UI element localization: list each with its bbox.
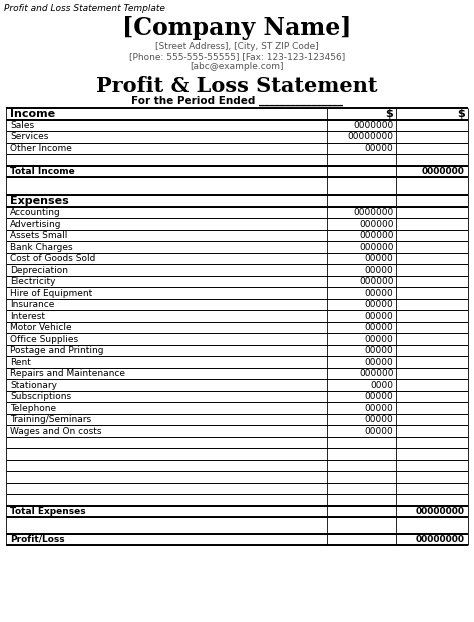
Text: 00000: 00000 (365, 392, 393, 401)
Text: 00000000: 00000000 (347, 132, 393, 141)
Text: Profit & Loss Statement: Profit & Loss Statement (96, 76, 378, 96)
Text: Postage and Printing: Postage and Printing (10, 346, 103, 355)
Text: Cost of Goods Sold: Cost of Goods Sold (10, 254, 95, 263)
Text: Training/Seminars: Training/Seminars (10, 415, 91, 424)
Text: Advertising: Advertising (10, 220, 62, 229)
Text: $: $ (386, 109, 393, 119)
Text: $: $ (457, 109, 465, 119)
Text: Rent: Rent (10, 358, 31, 366)
Text: Telephone: Telephone (10, 404, 56, 412)
Text: 00000: 00000 (365, 144, 393, 153)
Text: Accounting: Accounting (10, 208, 61, 217)
Text: 000000: 000000 (359, 243, 393, 252)
Text: Office Supplies: Office Supplies (10, 335, 78, 343)
Text: 0000000: 0000000 (422, 167, 465, 176)
Text: 00000000: 00000000 (416, 535, 465, 544)
Text: Hire of Equipment: Hire of Equipment (10, 289, 92, 298)
Text: Wages and On costs: Wages and On costs (10, 427, 101, 435)
Text: [Company Name]: [Company Name] (122, 16, 352, 40)
Text: Interest: Interest (10, 312, 45, 321)
Text: 00000: 00000 (365, 427, 393, 435)
Text: Sales: Sales (10, 121, 34, 130)
Text: Assets Small: Assets Small (10, 231, 67, 240)
Text: 00000: 00000 (365, 300, 393, 309)
Text: 0000000: 0000000 (353, 208, 393, 217)
Text: For the Period Ended ________________: For the Period Ended ________________ (131, 96, 343, 106)
Text: Profit and Loss Statement Template: Profit and Loss Statement Template (4, 4, 165, 13)
Text: 00000: 00000 (365, 335, 393, 343)
Text: 00000000: 00000000 (416, 507, 465, 516)
Text: 000000: 000000 (359, 369, 393, 378)
Text: [abc@example.com]: [abc@example.com] (190, 62, 284, 71)
Text: Income: Income (10, 109, 55, 119)
Text: Motor Vehicle: Motor Vehicle (10, 323, 72, 332)
Text: Insurance: Insurance (10, 300, 55, 309)
Text: 00000: 00000 (365, 266, 393, 275)
Text: 00000: 00000 (365, 415, 393, 424)
Text: 000000: 000000 (359, 231, 393, 240)
Text: Repairs and Maintenance: Repairs and Maintenance (10, 369, 125, 378)
Text: Subscriptions: Subscriptions (10, 392, 71, 401)
Text: 00000: 00000 (365, 323, 393, 332)
Text: 00000: 00000 (365, 289, 393, 298)
Text: 00000: 00000 (365, 404, 393, 412)
Text: 0000: 0000 (370, 381, 393, 389)
Text: 00000: 00000 (365, 358, 393, 366)
Text: [Phone: 555-555-55555] [Fax: 123-123-123456]: [Phone: 555-555-55555] [Fax: 123-123-123… (129, 52, 345, 61)
Text: 0000000: 0000000 (353, 121, 393, 130)
Text: Depreciation: Depreciation (10, 266, 68, 275)
Text: 000000: 000000 (359, 220, 393, 229)
Text: [Street Address], [City, ST ZIP Code]: [Street Address], [City, ST ZIP Code] (155, 42, 319, 51)
Text: Total Income: Total Income (10, 167, 75, 176)
Text: Total Expenses: Total Expenses (10, 507, 86, 516)
Text: 00000: 00000 (365, 312, 393, 321)
Text: 000000: 000000 (359, 277, 393, 286)
Text: Profit/Loss: Profit/Loss (10, 535, 64, 544)
Text: Stationary: Stationary (10, 381, 57, 389)
Text: Electricity: Electricity (10, 277, 55, 286)
Text: 00000: 00000 (365, 346, 393, 355)
Text: 00000: 00000 (365, 254, 393, 263)
Text: Other Income: Other Income (10, 144, 72, 153)
Text: Bank Charges: Bank Charges (10, 243, 73, 252)
Text: Expenses: Expenses (10, 196, 69, 206)
Text: Services: Services (10, 132, 48, 141)
